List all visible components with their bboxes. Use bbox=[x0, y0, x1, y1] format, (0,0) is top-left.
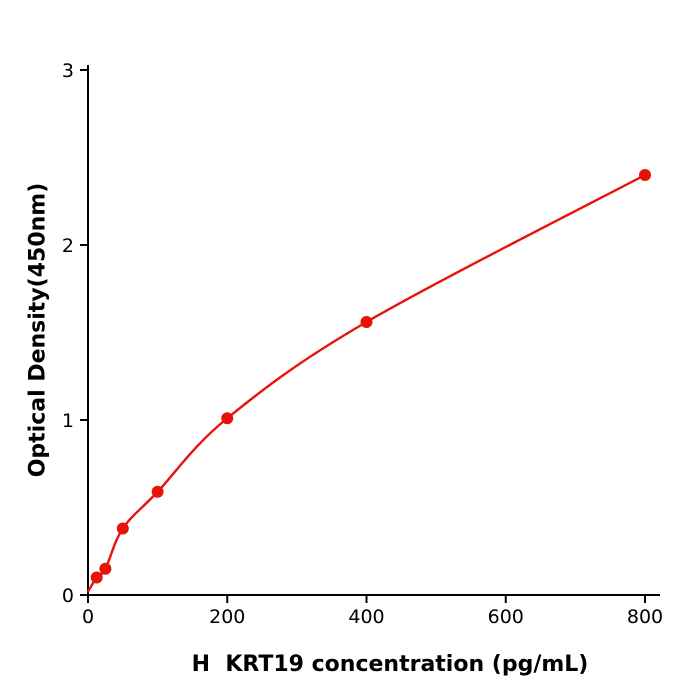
x-tick-label: 400 bbox=[348, 606, 384, 628]
y-tick-label: 2 bbox=[62, 235, 74, 257]
data-point bbox=[360, 316, 373, 328]
data-point bbox=[116, 522, 129, 535]
x-tick-label: 0 bbox=[82, 606, 94, 628]
x-tick-label: 200 bbox=[209, 606, 245, 628]
data-point bbox=[99, 562, 112, 575]
x-axis-title: H KRT19 concentration (pg/mL) bbox=[191, 652, 589, 677]
y-tick-label: 3 bbox=[62, 60, 74, 82]
x-tick-label: 800 bbox=[627, 606, 663, 628]
data-point bbox=[221, 412, 234, 425]
data-point bbox=[90, 571, 103, 584]
standard-curve-line bbox=[86, 173, 647, 593]
y-tick-label: 0 bbox=[62, 585, 74, 607]
data-point bbox=[639, 169, 651, 181]
y-tick-label: 1 bbox=[62, 410, 74, 432]
x-tick-label: 600 bbox=[488, 606, 524, 628]
data-point bbox=[151, 485, 164, 498]
